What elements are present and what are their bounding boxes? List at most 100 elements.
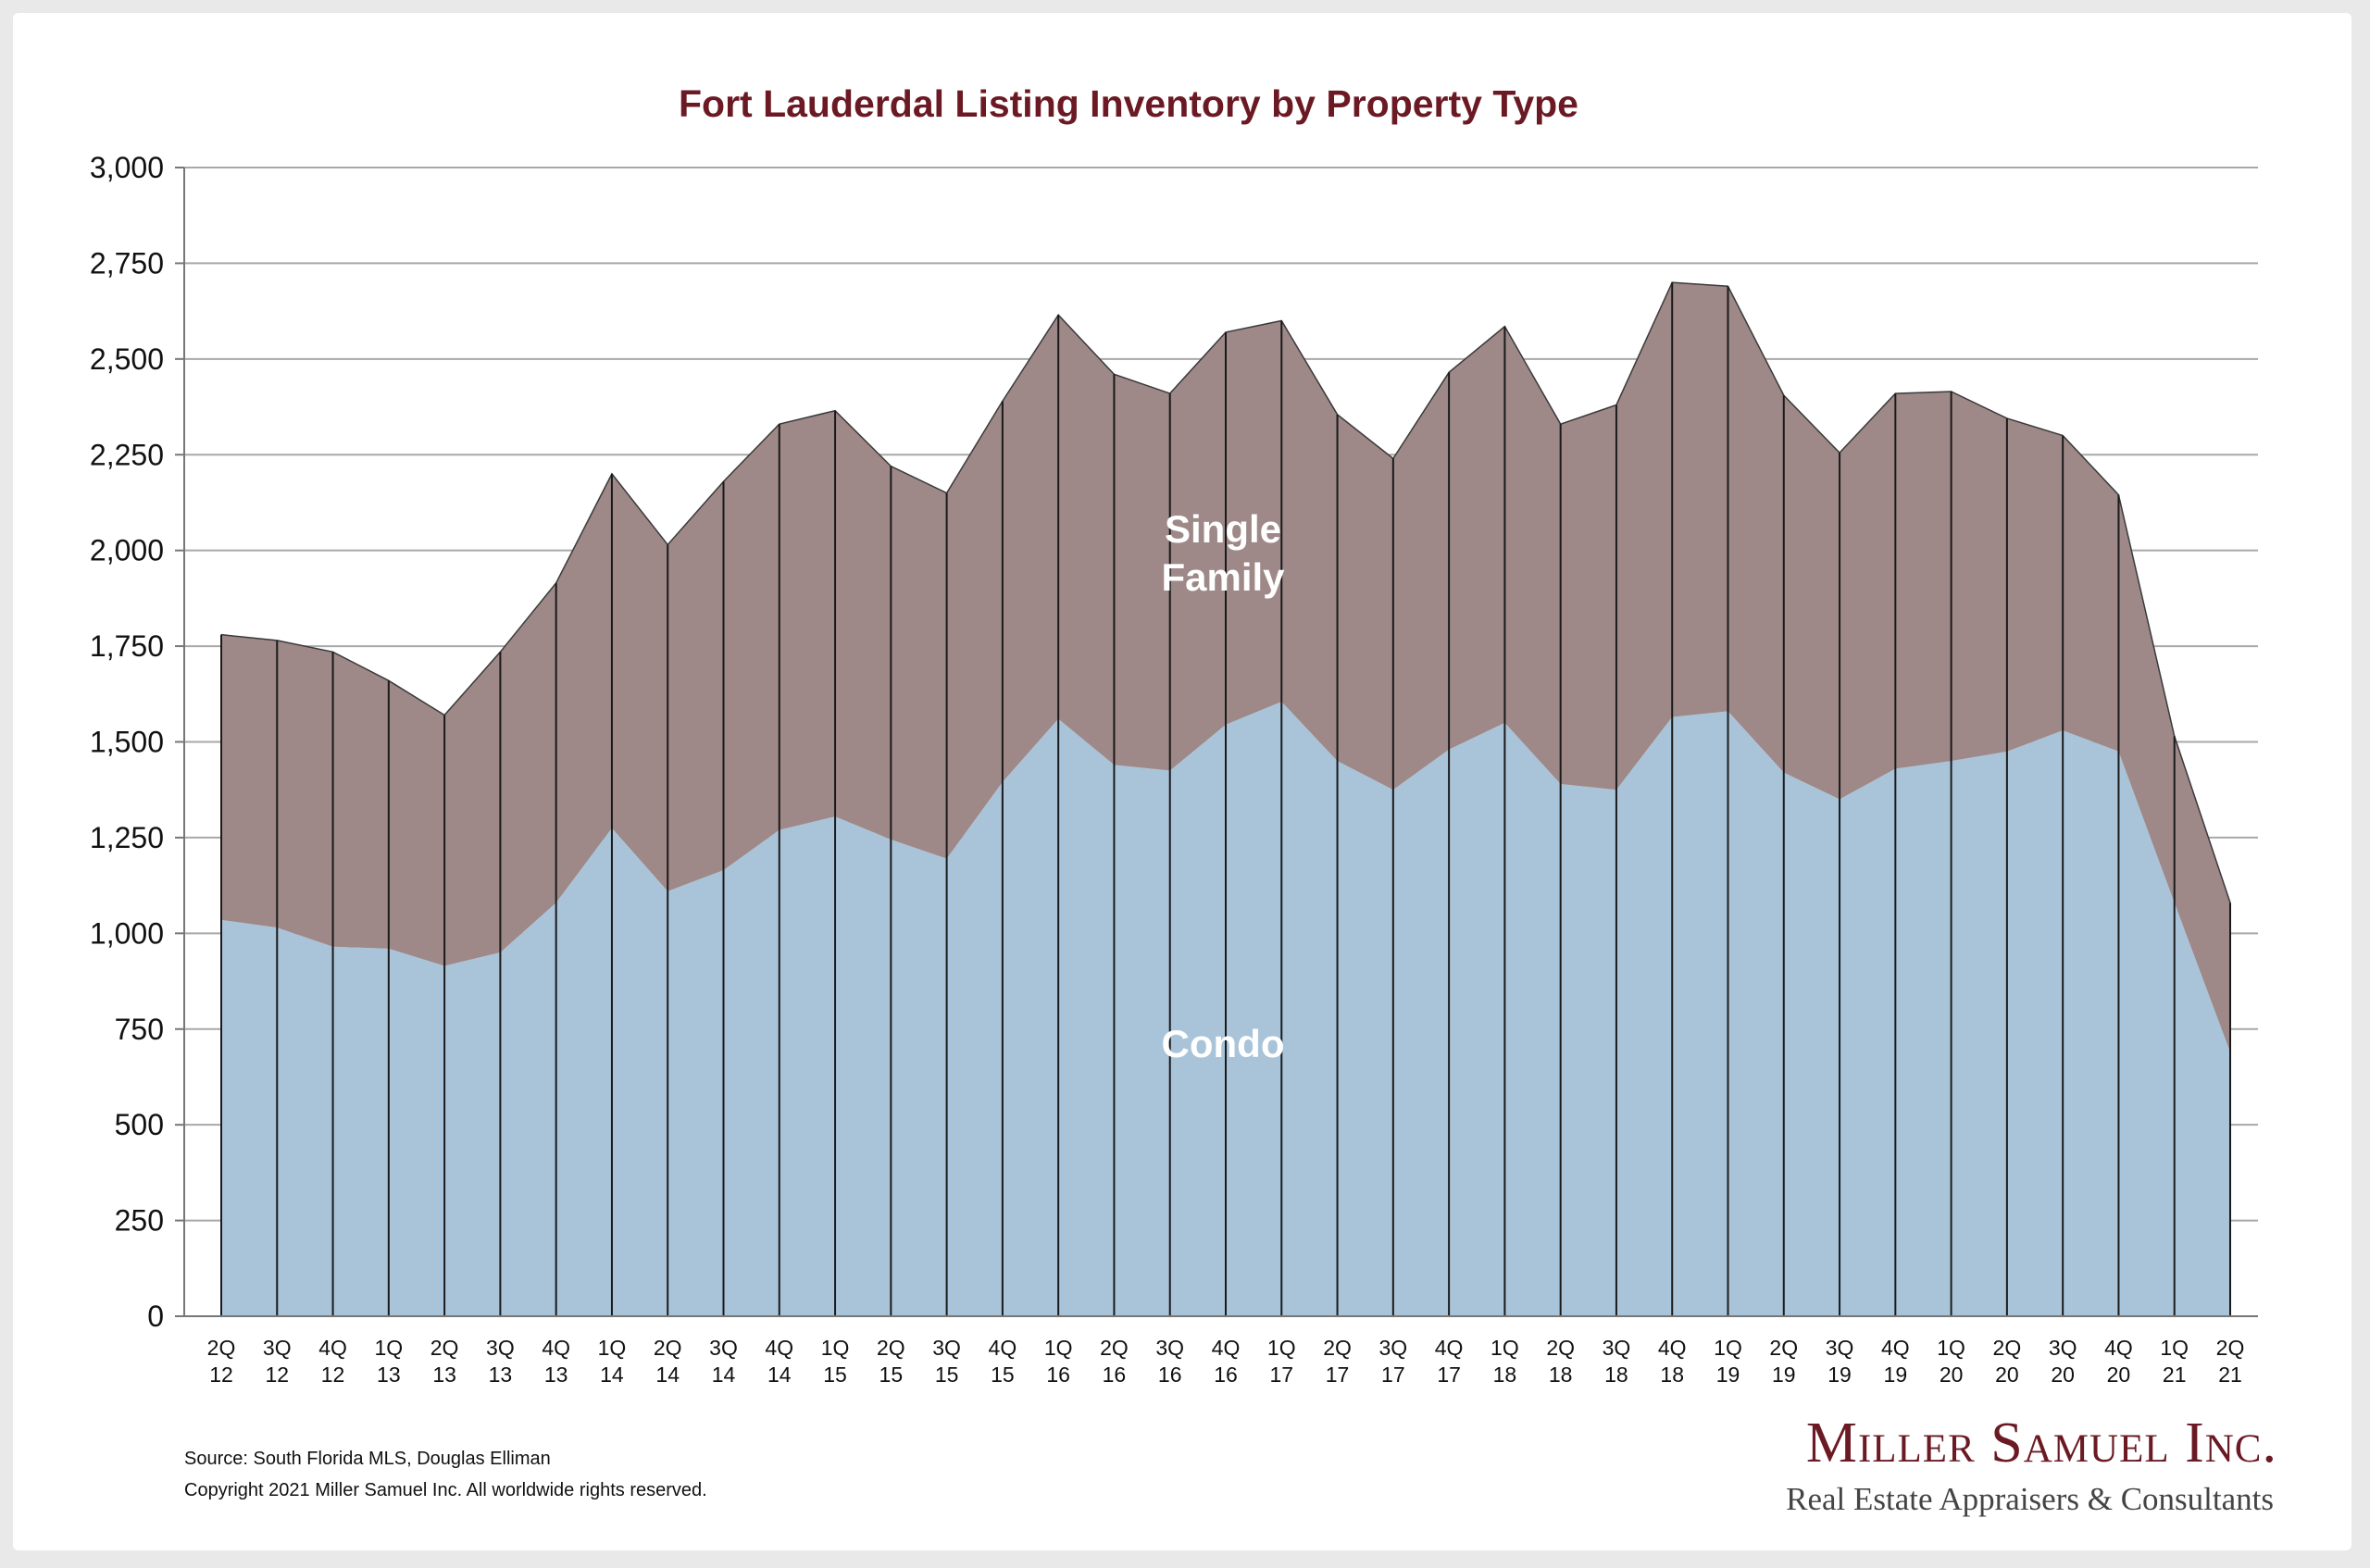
chart-canvas: Fort Lauderdal Listing Inventory by Prop… [90, 82, 2258, 1387]
y-tick-label: 3,000 [90, 151, 164, 184]
y-tick-label: 1,500 [90, 726, 164, 759]
x-tick-label-year: 21 [2218, 1363, 2242, 1387]
x-tick-label-year: 18 [1660, 1363, 1684, 1387]
chart-panel: Fort Lauderdal Listing Inventory by Prop… [13, 13, 2351, 1550]
y-tick-label: 750 [115, 1013, 164, 1046]
y-tick-label: 2,750 [90, 246, 164, 280]
x-tick-label-year: 15 [935, 1363, 959, 1387]
x-tick-label-quarter: 4Q [1212, 1336, 1241, 1360]
x-tick-label-year: 20 [2051, 1363, 2075, 1387]
y-tick-label: 1,750 [90, 629, 164, 663]
copyright-note: Copyright 2021 Miller Samuel Inc. All wo… [184, 1480, 707, 1500]
x-tick-label-quarter: 2Q [1546, 1336, 1575, 1360]
x-tick-label-quarter: 1Q [374, 1336, 403, 1360]
x-tick-label-year: 20 [1940, 1363, 1964, 1387]
x-axis-ticks: 2Q 12 3Q 12 4Q 12 1Q 13 2Q 13 3Q 13 4Q 13 1Q 14 2Q 14 3Q 14… [207, 1336, 2245, 1387]
x-tick-label-quarter: 4Q [1435, 1336, 1464, 1360]
x-tick-label-quarter: 2Q [877, 1336, 905, 1360]
x-tick-label-year: 13 [544, 1363, 568, 1387]
x-tick-label-quarter: 2Q [654, 1336, 682, 1360]
company-logo-name: Miller Samuel Inc. [1805, 1412, 2277, 1475]
x-tick-label-quarter: 4Q [765, 1336, 793, 1360]
chart-title: Fort Lauderdal Listing Inventory by Prop… [679, 82, 1578, 125]
x-tick-label-quarter: 2Q [2216, 1336, 2245, 1360]
x-tick-label-year: 12 [265, 1363, 289, 1387]
x-tick-label-year: 13 [432, 1363, 456, 1387]
single-family-label-line1: Single [1165, 507, 1281, 551]
x-tick-label-year: 17 [1437, 1363, 1461, 1387]
x-tick-label-year: 12 [209, 1363, 233, 1387]
x-tick-label-quarter: 1Q [1044, 1336, 1073, 1360]
x-tick-label-year: 17 [1269, 1363, 1293, 1387]
x-tick-label-quarter: 4Q [2104, 1336, 2133, 1360]
y-tick-label: 2,500 [90, 342, 164, 376]
source-note: Source: South Florida MLS, Douglas Ellim… [184, 1449, 551, 1469]
x-tick-label-quarter: 1Q [1714, 1336, 1742, 1360]
x-tick-label-quarter: 3Q [1826, 1336, 1854, 1360]
x-tick-label-year: 18 [1493, 1363, 1517, 1387]
x-tick-label-year: 18 [1604, 1363, 1628, 1387]
x-tick-label-quarter: 2Q [1323, 1336, 1352, 1360]
single-family-label-line2: Family [1161, 555, 1285, 599]
x-tick-label-quarter: 3Q [2049, 1336, 2077, 1360]
x-tick-label-quarter: 1Q [1937, 1336, 1965, 1360]
x-tick-label-quarter: 3Q [263, 1336, 292, 1360]
y-tick-label: 1,000 [90, 916, 164, 950]
x-tick-label-quarter: 2Q [1769, 1336, 1798, 1360]
x-tick-label-quarter: 4Q [542, 1336, 570, 1360]
quarter-dividers [220, 282, 2231, 1316]
x-tick-label-year: 13 [489, 1363, 513, 1387]
x-tick-label-year: 16 [1214, 1363, 1238, 1387]
y-tick-label: 2,000 [90, 534, 164, 567]
x-tick-label-quarter: 2Q [1100, 1336, 1129, 1360]
x-tick-label-year: 15 [991, 1363, 1015, 1387]
x-tick-label-year: 15 [879, 1363, 904, 1387]
y-axis-ticks: 0 250 500 750 1,000 1,250 1,500 1,750 2,000 2,250… [90, 151, 184, 1333]
x-tick-label-quarter: 1Q [1267, 1336, 1296, 1360]
x-tick-label-quarter: 4Q [1881, 1336, 1910, 1360]
x-tick-label-year: 21 [2163, 1363, 2187, 1387]
x-tick-label-quarter: 3Q [932, 1336, 961, 1360]
x-tick-label-year: 17 [1326, 1363, 1350, 1387]
y-tick-label: 500 [115, 1108, 164, 1141]
x-tick-label-quarter: 2Q [430, 1336, 459, 1360]
x-tick-label-quarter: 1Q [1491, 1336, 1519, 1360]
y-tick-label: 0 [147, 1300, 164, 1333]
company-logo-tagline: Real Estate Appraisers & Consultants [1786, 1481, 2274, 1517]
x-tick-label-quarter: 3Q [709, 1336, 738, 1360]
x-tick-label-year: 14 [712, 1363, 736, 1387]
x-tick-label-year: 18 [1549, 1363, 1573, 1387]
x-tick-label-year: 20 [2107, 1363, 2131, 1387]
x-tick-label-quarter: 3Q [1155, 1336, 1184, 1360]
x-tick-label-year: 15 [823, 1363, 847, 1387]
condo-label: Condo [1162, 1022, 1285, 1065]
x-tick-label-year: 12 [321, 1363, 345, 1387]
x-tick-label-quarter: 3Q [486, 1336, 515, 1360]
x-tick-label-quarter: 4Q [989, 1336, 1017, 1360]
x-tick-label-year: 17 [1381, 1363, 1405, 1387]
x-tick-label-year: 20 [1995, 1363, 2019, 1387]
x-tick-label-year: 19 [1716, 1363, 1740, 1387]
y-tick-label: 250 [115, 1204, 164, 1238]
x-tick-label-quarter: 4Q [318, 1336, 347, 1360]
x-tick-label-year: 13 [377, 1363, 401, 1387]
y-tick-label: 1,250 [90, 821, 164, 854]
x-tick-label-quarter: 3Q [1603, 1336, 1631, 1360]
x-tick-label-year: 14 [600, 1363, 624, 1387]
x-tick-label-quarter: 2Q [207, 1336, 236, 1360]
x-tick-label-quarter: 1Q [821, 1336, 850, 1360]
x-tick-label-year: 19 [1884, 1363, 1908, 1387]
y-tick-label: 2,250 [90, 438, 164, 471]
x-tick-label-quarter: 4Q [1658, 1336, 1687, 1360]
x-tick-label-year: 19 [1772, 1363, 1796, 1387]
x-tick-label-year: 16 [1046, 1363, 1070, 1387]
x-tick-label-quarter: 3Q [1378, 1336, 1407, 1360]
x-tick-label-year: 14 [767, 1363, 792, 1387]
x-tick-label-year: 16 [1158, 1363, 1182, 1387]
x-tick-label-quarter: 2Q [1993, 1336, 2022, 1360]
x-tick-label-quarter: 1Q [2160, 1336, 2189, 1360]
x-tick-label-quarter: 1Q [598, 1336, 627, 1360]
x-tick-label-year: 19 [1827, 1363, 1852, 1387]
x-tick-label-year: 14 [655, 1363, 680, 1387]
x-tick-label-year: 16 [1103, 1363, 1127, 1387]
